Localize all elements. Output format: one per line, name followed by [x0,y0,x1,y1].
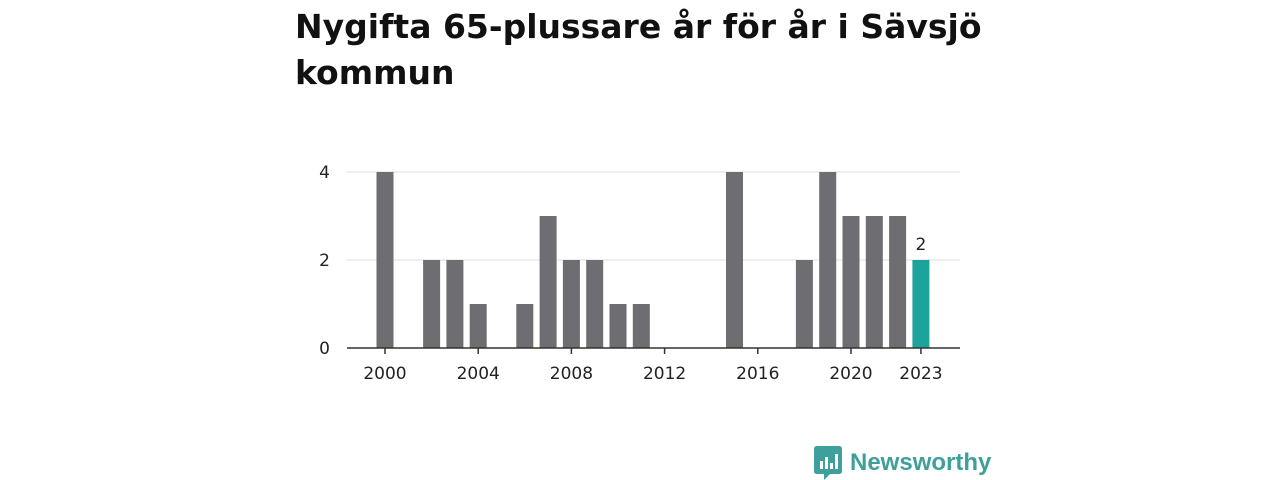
bar-2019 [819,172,837,348]
bars [376,172,930,348]
chart-title: Nygifta 65-plussare år för år i Sävsjö k… [295,7,982,92]
x-tick-label: 2008 [550,364,593,384]
bar-chart: 0 2 4 2000 2004 2008 2012 2016 2020 2023 2 [319,163,960,384]
bar-2011 [632,304,650,348]
bar-2006 [516,304,534,348]
bar-2023 [912,260,930,348]
data-labels: 2 [915,235,926,255]
x-tick-label: 2000 [363,364,406,384]
bar-2000 [376,172,394,348]
bar-2003 [446,260,464,348]
bar-2007 [539,216,557,348]
bar-2018 [795,260,813,348]
x-tick-label: 2016 [736,364,779,384]
y-tick-label: 4 [319,163,330,183]
axes [347,347,960,354]
y-tick-label: 2 [319,251,330,271]
y-axis-labels: 0 2 4 [319,163,330,359]
bar-2015 [726,172,743,348]
x-axis-labels: 2000 2004 2008 2012 2016 2020 2023 [363,364,942,384]
newsworthy-brand: Newsworthy [814,446,991,480]
bar-2010 [609,304,627,348]
x-tick-label: 2023 [899,364,942,384]
x-tick-label: 2020 [829,364,872,384]
bar-2009 [586,260,604,348]
x-tick-label: 2004 [457,364,500,384]
bar-2004 [469,304,487,348]
x-tick-label: 2012 [643,364,686,384]
bar-2022 [889,216,907,348]
bar-2008 [562,260,580,348]
brand-name: Newsworthy [850,449,992,476]
data-label-2023: 2 [915,235,926,255]
bar-2020 [842,216,860,348]
newsworthy-logo-icon [814,446,842,480]
y-tick-label: 0 [319,339,330,359]
bar-2021 [865,216,883,348]
bar-2002 [423,260,441,348]
